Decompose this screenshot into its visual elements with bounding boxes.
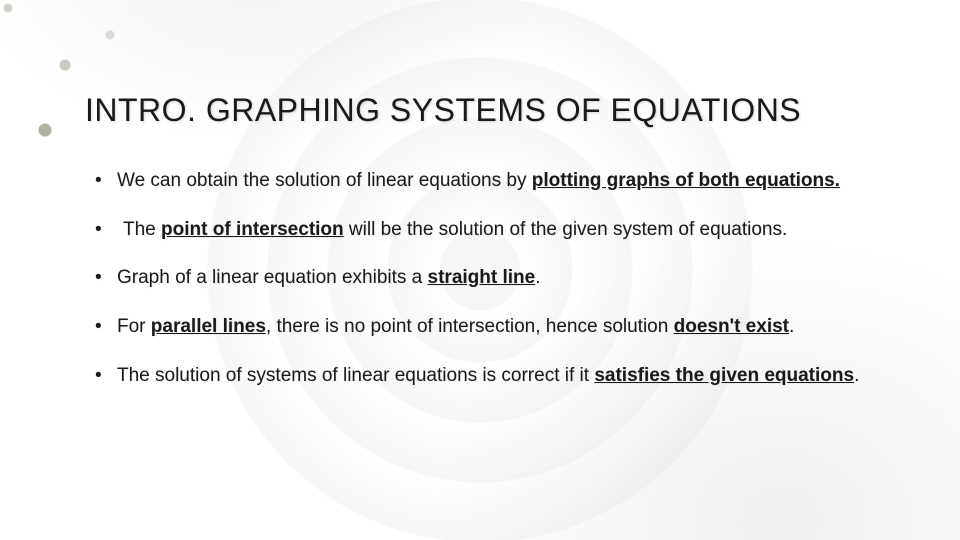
slide-title: INTRO. GRAPHING SYSTEMS OF EQUATIONS <box>85 92 890 129</box>
bullet-item: The solution of systems of linear equati… <box>117 364 890 389</box>
bullet-text-pre: For <box>117 316 151 337</box>
bullet-text-mid: , there is no point of intersection, hen… <box>266 316 674 337</box>
bullet-text-pre: We can obtain the solution of linear equ… <box>117 170 532 191</box>
bullet-item: We can obtain the solution of linear equ… <box>117 169 890 194</box>
bullet-item: For parallel lines, there is no point of… <box>117 315 890 340</box>
slide-content: INTRO. GRAPHING SYSTEMS OF EQUATIONS We … <box>0 0 960 540</box>
bullet-item: Graph of a linear equation exhibits a st… <box>117 266 890 291</box>
bullet-list: We can obtain the solution of linear equ… <box>85 169 890 388</box>
bullet-text-bold: parallel lines <box>151 316 266 337</box>
bullet-text-bold: point of intersection <box>161 219 344 240</box>
bullet-text-mid: . <box>535 267 540 288</box>
bullet-text-pre: Graph of a linear equation exhibits a <box>117 267 428 288</box>
bullet-text-bold: straight line <box>428 267 536 288</box>
bullet-text-bold2: doesn't exist <box>674 316 789 337</box>
bullet-item: The point of intersection will be the so… <box>117 218 890 243</box>
bullet-text-post: . <box>789 316 794 337</box>
bullet-text-mid: will be the solution of the given system… <box>344 219 788 240</box>
bullet-text-pre: The <box>123 219 161 240</box>
bullet-text-bold: plotting graphs of both equations. <box>532 170 840 191</box>
bullet-text-bold: satisfies the given equations <box>594 365 854 386</box>
bullet-text-mid: . <box>854 365 859 386</box>
bullet-text-pre: The solution of systems of linear equati… <box>117 365 594 386</box>
